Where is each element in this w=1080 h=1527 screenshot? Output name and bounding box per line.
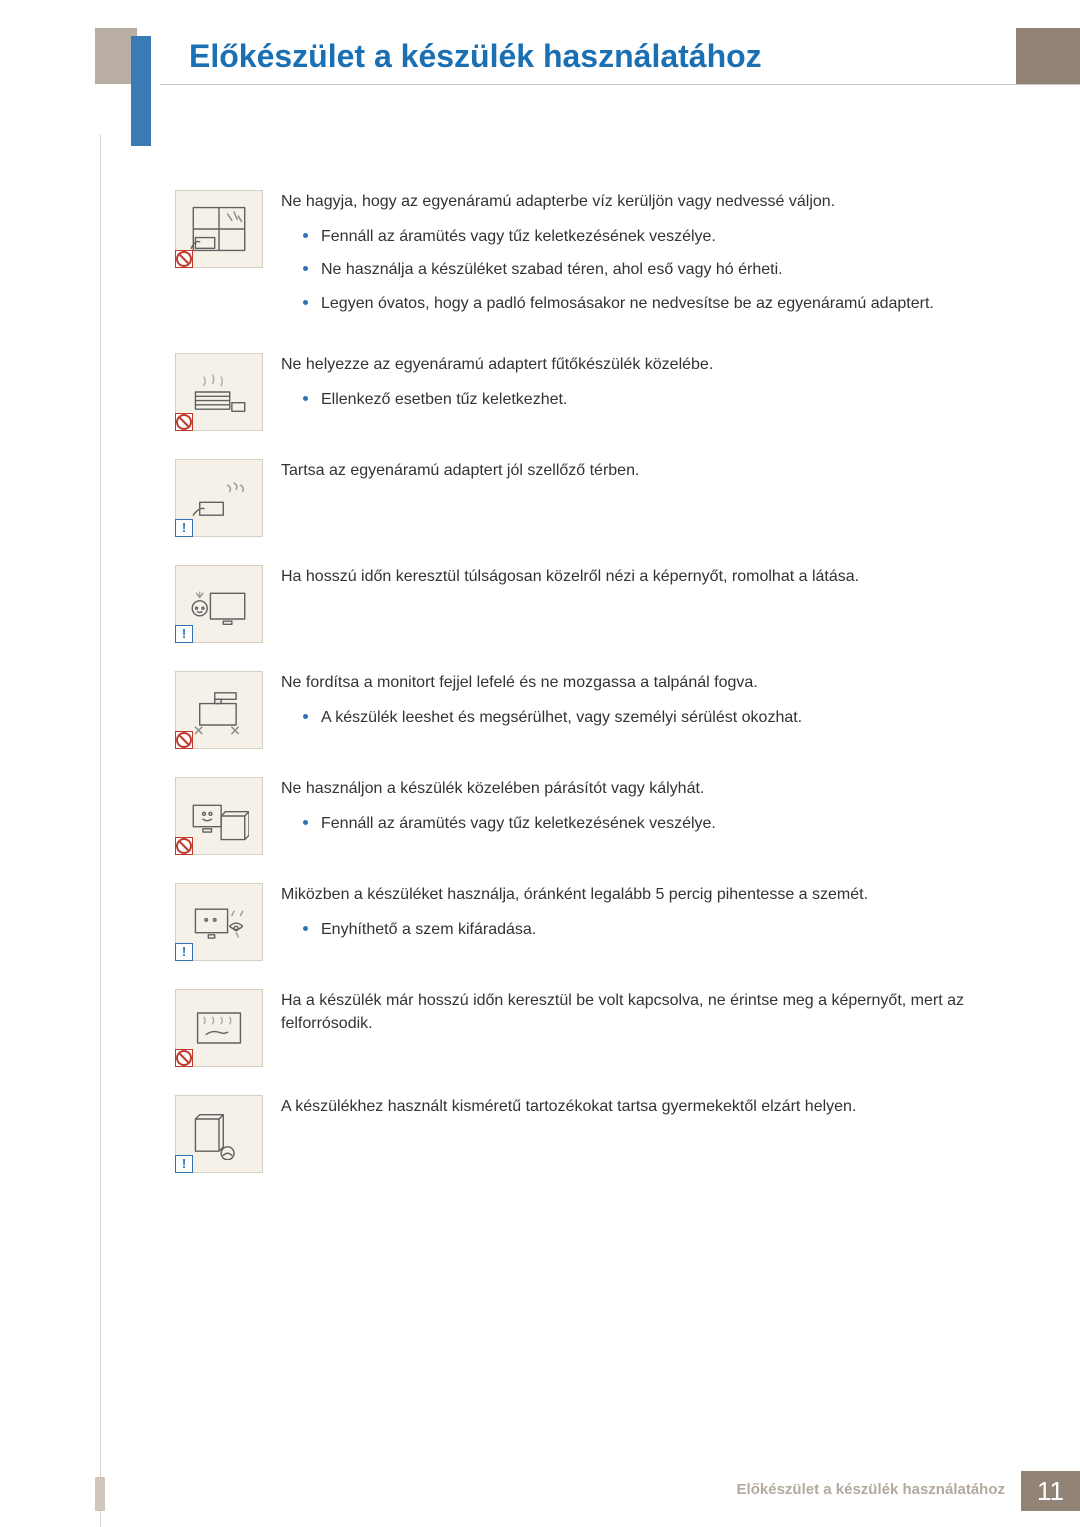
warning-text: Miközben a készüléket használja, óránkén…: [281, 883, 990, 951]
title-underline: [160, 84, 1080, 85]
warning-lead: Ne hagyja, hogy az egyenáramú adapterbe …: [281, 190, 990, 213]
warning-block: Ne használjon a készülék közelében párás…: [175, 777, 990, 855]
warning-text: Tartsa az egyenáramú adaptert jól szellő…: [281, 459, 990, 494]
footer: Előkészület a készülék használatához 11: [737, 1471, 1080, 1511]
warning-text: Ha hosszú időn keresztül túlságosan köze…: [281, 565, 990, 600]
warning-block: Tartsa az egyenáramú adaptert jól szellő…: [175, 459, 990, 537]
warning-bullet: Fennáll az áramütés vagy tűz keletkezésé…: [303, 812, 990, 835]
warning-block: Ne helyezze az egyenáramú adaptert fűtők…: [175, 353, 990, 431]
ventilate-icon: [175, 459, 263, 537]
prohibit-badge-icon: [175, 731, 193, 749]
prohibit-badge-icon: [175, 250, 193, 268]
humidifier-icon: [175, 777, 263, 855]
warning-text: A készülékhez használt kisméretű tartozé…: [281, 1095, 990, 1130]
upside-down-icon: [175, 671, 263, 749]
warning-block: A készülékhez használt kisméretű tartozé…: [175, 1095, 990, 1173]
info-badge-icon: [175, 519, 193, 537]
info-badge-icon: [175, 625, 193, 643]
warning-bullets: A készülék leeshet és megsérülhet, vagy …: [281, 706, 990, 729]
warning-lead: A készülékhez használt kisméretű tartozé…: [281, 1095, 990, 1118]
warning-lead: Ne használjon a készülék közelében párás…: [281, 777, 990, 800]
prohibit-badge-icon: [175, 1049, 193, 1067]
warning-bullets: Enyhíthető a szem kifáradása.: [281, 918, 990, 941]
warning-bullet: Enyhíthető a szem kifáradása.: [303, 918, 990, 941]
header-bar: Előkészület a készülék használatához: [0, 28, 1080, 84]
warning-bullet: Legyen óvatos, hogy a padló felmosásakor…: [303, 292, 990, 315]
warning-block: Miközben a készüléket használja, óránkén…: [175, 883, 990, 961]
warning-block: Ne fordítsa a monitort fejjel lefelé és …: [175, 671, 990, 749]
warning-block: Ha a készülék már hosszú időn keresztül …: [175, 989, 990, 1067]
warning-bullet: A készülék leeshet és megsérülhet, vagy …: [303, 706, 990, 729]
header-brown-block: [1016, 28, 1080, 84]
warning-text: Ne fordítsa a monitort fejjel lefelé és …: [281, 671, 990, 739]
footer-left-tab: [95, 1477, 105, 1511]
warning-text: Ne használjon a készülék közelében párás…: [281, 777, 990, 845]
warning-bullets: Fennáll az áramütés vagy tűz keletkezésé…: [281, 225, 990, 315]
warning-block: Ha hosszú időn keresztül túlságosan köze…: [175, 565, 990, 643]
small-parts-icon: [175, 1095, 263, 1173]
left-margin-line: [100, 135, 101, 1527]
warning-lead: Tartsa az egyenáramú adaptert jól szellő…: [281, 459, 990, 482]
warning-bullets: Ellenkező esetben tűz keletkezhet.: [281, 388, 990, 411]
eyes-close-icon: [175, 565, 263, 643]
info-badge-icon: [175, 943, 193, 961]
adapter-water-icon: [175, 190, 263, 268]
rest-eyes-icon: [175, 883, 263, 961]
warning-lead: Ne fordítsa a monitort fejjel lefelé és …: [281, 671, 990, 694]
warning-lead: Ha hosszú időn keresztül túlságosan köze…: [281, 565, 990, 588]
warning-bullets: Fennáll az áramütés vagy tűz keletkezésé…: [281, 812, 990, 835]
warning-lead: Ha a készülék már hosszú időn keresztül …: [281, 989, 990, 1035]
header-blue-block: [131, 36, 151, 146]
warning-bullet: Fennáll az áramütés vagy tűz keletkezésé…: [303, 225, 990, 248]
warning-text: Ne helyezze az egyenáramú adaptert fűtők…: [281, 353, 990, 421]
warning-block: Ne hagyja, hogy az egyenáramú adapterbe …: [175, 190, 990, 325]
prohibit-badge-icon: [175, 837, 193, 855]
info-badge-icon: [175, 1155, 193, 1173]
heater-icon: [175, 353, 263, 431]
warning-text: Ne hagyja, hogy az egyenáramú adapterbe …: [281, 190, 990, 325]
warning-lead: Ne helyezze az egyenáramú adaptert fűtők…: [281, 353, 990, 376]
warning-lead: Miközben a készüléket használja, óránkén…: [281, 883, 990, 906]
page-title: Előkészület a készülék használatához: [189, 38, 762, 75]
footer-section-title: Előkészület a készülék használatához: [737, 1471, 1021, 1511]
warning-text: Ha a készülék már hosszú időn keresztül …: [281, 989, 990, 1047]
page-number: 11: [1021, 1471, 1080, 1511]
warning-bullet: Ellenkező esetben tűz keletkezhet.: [303, 388, 990, 411]
hot-screen-icon: [175, 989, 263, 1067]
prohibit-badge-icon: [175, 413, 193, 431]
warning-bullet: Ne használja a készüléket szabad téren, …: [303, 258, 990, 281]
content-area: Ne hagyja, hogy az egyenáramú adapterbe …: [175, 190, 990, 1201]
